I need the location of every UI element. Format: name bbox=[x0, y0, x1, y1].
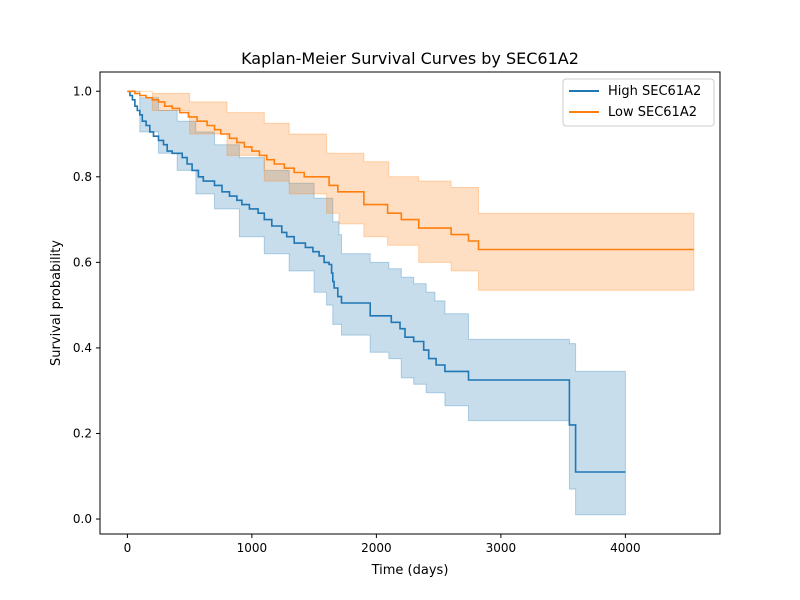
survival-curves bbox=[127, 90, 694, 473]
y-tick-label: 0.2 bbox=[73, 426, 92, 440]
x-axis: 0 1000 2000 3000 4000 bbox=[124, 534, 641, 555]
legend-box bbox=[562, 78, 715, 127]
y-tick-label: 1.0 bbox=[73, 84, 92, 98]
x-tick-label: 2000 bbox=[361, 541, 392, 555]
x-tick-label: 3000 bbox=[486, 541, 517, 555]
x-tick-label: 4000 bbox=[610, 541, 641, 555]
legend: High SEC61A2 Low SEC61A2 bbox=[562, 78, 715, 127]
ci-band-low bbox=[127, 90, 695, 291]
x-axis-label: Time (days) bbox=[371, 563, 449, 578]
chart-title: Kaplan-Meier Survival Curves by SEC61A2 bbox=[241, 49, 579, 68]
y-tick-label: 0.6 bbox=[73, 255, 92, 269]
legend-label-high: High SEC61A2 bbox=[608, 84, 701, 99]
survival-line-low bbox=[127, 90, 694, 251]
x-tick-label: 0 bbox=[124, 541, 132, 555]
y-tick-label: 0.8 bbox=[73, 170, 92, 184]
survival-line-high bbox=[127, 90, 626, 473]
ci-band-high bbox=[127, 90, 626, 516]
y-axis: 0.0 0.2 0.4 0.6 0.8 1.0 bbox=[73, 84, 100, 526]
x-tick-label: 1000 bbox=[237, 541, 268, 555]
y-tick-label: 0.0 bbox=[73, 512, 92, 526]
legend-label-low: Low SEC61A2 bbox=[608, 105, 697, 120]
y-tick-label: 0.4 bbox=[73, 341, 92, 355]
plot-frame bbox=[99, 71, 721, 535]
y-axis-label: Survival probability bbox=[49, 240, 64, 366]
confidence-bands bbox=[127, 90, 695, 516]
